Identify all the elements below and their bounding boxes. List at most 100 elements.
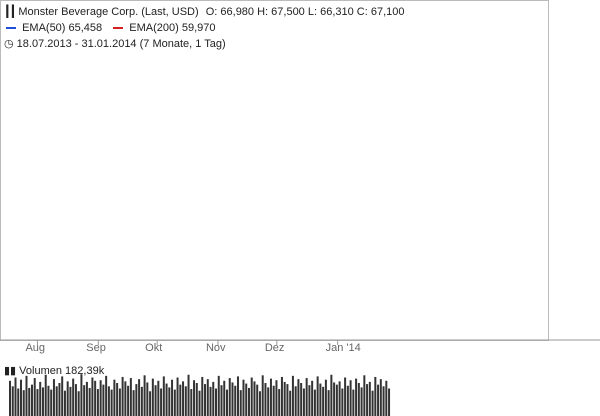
legend-instrument-row: ┃┃ Monster Beverage Corp. (Last, USD) O:… [4, 6, 405, 19]
volume-bar [162, 376, 165, 416]
volume-bar [44, 374, 47, 416]
volume-bar [184, 386, 187, 416]
volume-label: Volumen [19, 365, 62, 377]
volume-bar [138, 379, 141, 416]
volume-bar [269, 378, 272, 416]
volume-bar [182, 381, 185, 416]
volume-bar [220, 385, 223, 416]
volume-bar [39, 381, 42, 416]
volume-bar [289, 390, 292, 416]
volume-bar [107, 386, 110, 416]
volume-bar [135, 384, 138, 416]
clock-icon: ◷ [4, 38, 14, 50]
volume-bar [113, 379, 116, 416]
volume-bar [250, 377, 253, 416]
volume-bar [94, 380, 97, 416]
volume-bar [275, 380, 278, 416]
volume-bar [231, 382, 234, 416]
volume-bar [247, 387, 250, 416]
volume-bar [368, 381, 371, 416]
volume-bar [319, 383, 322, 416]
volume-bar [385, 380, 388, 416]
volume-bar [355, 378, 358, 416]
volume-bar [333, 382, 336, 416]
volume-bar [302, 388, 305, 416]
volume-bar [30, 384, 33, 416]
volume-bar [173, 389, 176, 416]
volume-bar [69, 386, 72, 416]
volume-bar [176, 377, 179, 416]
volume-bar [52, 379, 55, 416]
volume-bar [261, 375, 264, 416]
volume-bar [33, 378, 36, 416]
ema200-legend: EMA(200) 59,970 [129, 22, 216, 34]
volume-bar [47, 385, 50, 416]
volume-bar [83, 385, 86, 416]
volume-bar [228, 378, 231, 416]
volume-bar [25, 375, 28, 416]
volume-bar [195, 383, 198, 416]
volume-bar [346, 385, 349, 416]
volume-bar [360, 387, 363, 416]
volume-bar [61, 376, 64, 416]
x-tick-label: Jan '14 [326, 342, 361, 354]
chart-type-icon: ┃┃ [4, 6, 16, 18]
volume-bar [116, 383, 119, 416]
volume-bar [146, 382, 149, 416]
volume-bar [253, 381, 256, 416]
volume-bar [28, 387, 31, 416]
x-tick-label: Dez [265, 342, 285, 354]
volume-bar [17, 388, 20, 416]
volume-bar [366, 384, 369, 416]
volume-bar [165, 383, 168, 416]
volume-bar [118, 388, 121, 416]
volume-bar [201, 376, 204, 416]
volume-bar [234, 385, 237, 416]
volume-bar [9, 380, 11, 416]
volume-bar [294, 386, 297, 416]
volume-bar [267, 387, 270, 416]
volume-bar [127, 385, 130, 416]
volume-bar [206, 379, 209, 416]
volume-bar [124, 381, 127, 416]
volume-bar [190, 389, 193, 416]
volume-bar [22, 390, 25, 416]
volume-bar [198, 390, 201, 416]
volume-bar [388, 388, 391, 416]
volume-bar [215, 388, 218, 416]
volume-bar [352, 389, 355, 416]
volume-bar [256, 384, 259, 416]
volume-bar [36, 389, 39, 416]
volume-bar [338, 381, 341, 416]
volume-bar [58, 383, 61, 416]
volume-bar [283, 381, 286, 416]
volume-bar [14, 377, 17, 416]
volume-bar [335, 384, 338, 416]
volume-bar [168, 387, 171, 416]
volume-bar [66, 381, 69, 416]
volume-bar [316, 376, 319, 416]
volume-bar [50, 389, 53, 416]
volume-bar [278, 389, 281, 416]
volume-bar [327, 390, 330, 416]
volume-bar [160, 388, 163, 416]
volume-bar [74, 384, 77, 416]
volume-bar [236, 376, 239, 416]
volume-bar [313, 389, 316, 416]
volume-bar [179, 384, 182, 416]
volume-bar [88, 387, 91, 416]
plot-frame [0, 0, 549, 341]
ema200-swatch [113, 27, 124, 30]
volume-bar [371, 390, 374, 416]
volume-bar [102, 384, 105, 416]
volume-bar [324, 379, 327, 416]
volume-bar [382, 386, 385, 416]
ema50-swatch [6, 27, 16, 30]
volume-bar [308, 385, 311, 416]
volume-bar [377, 384, 380, 416]
volume-bar [105, 375, 108, 416]
volume-bar [305, 378, 308, 416]
volume-bar [223, 380, 226, 416]
volume-bar [357, 383, 360, 416]
